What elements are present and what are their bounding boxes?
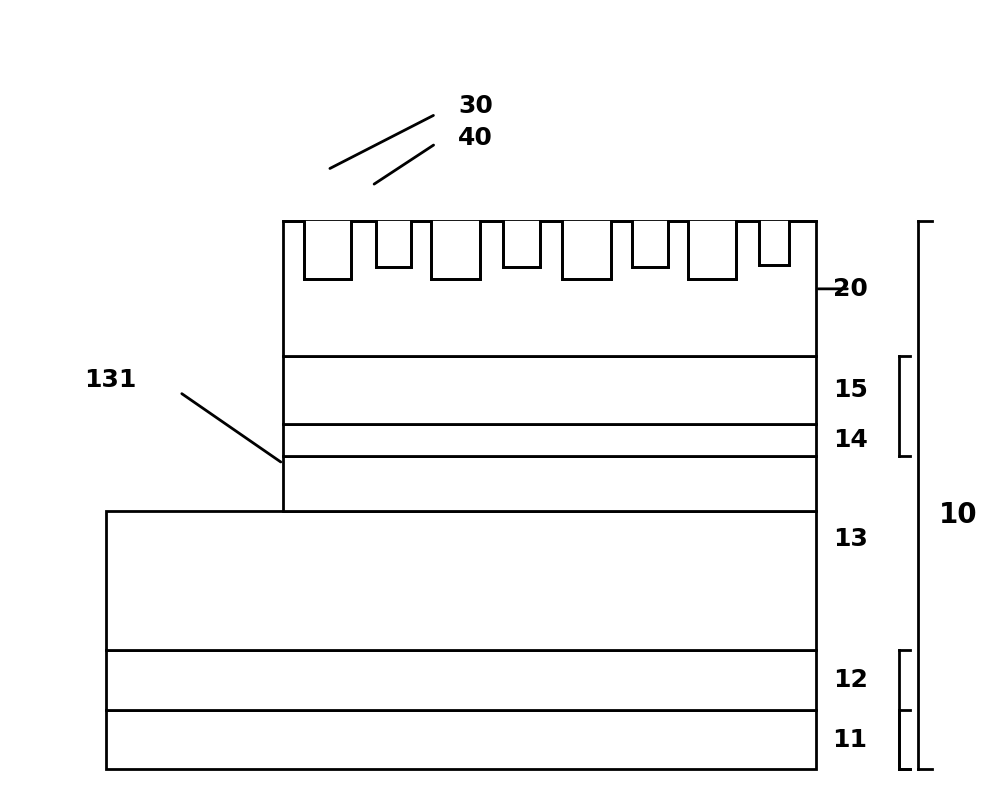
Bar — [283, 356, 816, 424]
Bar — [106, 709, 816, 769]
Bar — [632, 221, 668, 267]
Bar — [503, 221, 540, 267]
Bar — [688, 221, 736, 279]
Bar — [376, 221, 411, 267]
Bar — [283, 456, 816, 511]
Text: 30: 30 — [458, 95, 493, 118]
Text: 20: 20 — [833, 277, 868, 301]
Text: 11: 11 — [833, 728, 868, 752]
Text: 12: 12 — [833, 668, 868, 692]
Bar — [759, 221, 789, 265]
Bar — [562, 221, 611, 279]
Text: 15: 15 — [833, 377, 868, 402]
Bar — [431, 221, 480, 279]
Bar — [106, 650, 816, 709]
Text: 14: 14 — [833, 427, 868, 452]
Text: 10: 10 — [939, 501, 978, 529]
Text: 13: 13 — [833, 527, 868, 551]
Bar — [304, 221, 351, 279]
Bar — [106, 511, 816, 650]
Bar — [283, 424, 816, 456]
Text: 40: 40 — [458, 126, 493, 150]
Bar — [283, 221, 816, 356]
Text: 131: 131 — [84, 368, 137, 392]
